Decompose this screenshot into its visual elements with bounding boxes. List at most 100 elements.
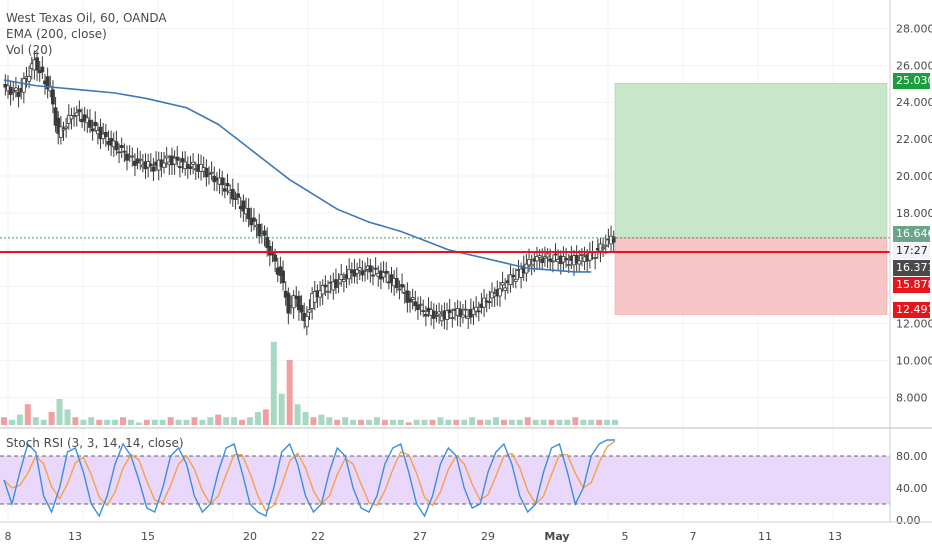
volume-bar — [429, 419, 436, 425]
candle-body — [601, 247, 605, 250]
candle-body — [498, 288, 502, 297]
volume-bar — [96, 419, 103, 425]
candle-body — [27, 76, 32, 82]
ema-label[interactable]: EMA (200, close) — [6, 27, 107, 41]
volume-bar — [381, 419, 388, 425]
candle-body — [355, 269, 360, 274]
candle-body — [543, 256, 547, 259]
volume-bar — [8, 419, 15, 425]
candle-body — [257, 223, 262, 237]
candle-body — [513, 278, 518, 282]
candle-body — [281, 270, 285, 284]
stoch-tick-label: 0.00 — [896, 514, 921, 527]
time-tick-label: 5 — [622, 530, 629, 543]
volume-bar — [596, 419, 603, 425]
price-tick-label: 20.000 — [896, 170, 932, 183]
volume-bar — [32, 417, 39, 425]
candle-body — [357, 267, 362, 271]
time-tick-label: 13 — [828, 530, 842, 543]
candle-body — [51, 89, 55, 105]
candle-body — [45, 76, 50, 90]
candle-body — [53, 107, 58, 126]
volume-bar — [508, 419, 515, 425]
candle-body — [297, 295, 301, 311]
candle-body — [209, 171, 214, 174]
volume-bar — [191, 417, 198, 425]
volume-bar — [405, 422, 412, 425]
volume-bar — [461, 419, 468, 425]
volume-bar — [580, 419, 587, 425]
volume-bar — [326, 417, 333, 425]
volume-bar — [64, 409, 71, 425]
price-tick-label: 18.000 — [896, 207, 932, 220]
candle-body — [373, 267, 378, 270]
candle-body — [98, 126, 103, 140]
entry-price-tag: 16.646 — [893, 226, 932, 242]
volume-bar — [604, 419, 611, 425]
volume-bar — [167, 417, 174, 425]
volume-bar — [120, 417, 127, 425]
candle-body — [580, 254, 584, 256]
candle-body — [236, 193, 240, 198]
candle-body — [394, 278, 399, 288]
price-tick-label: 12.000 — [896, 318, 932, 331]
time-tick-label: 8 — [5, 530, 12, 543]
candle-body — [138, 158, 143, 161]
price-tick-label: 24.000 — [896, 96, 932, 109]
volume-bar — [437, 417, 444, 425]
volume-bar — [215, 414, 222, 425]
candle-body — [11, 90, 16, 93]
stoch-tick-label: 40.00 — [896, 482, 928, 495]
time-tick-label: 15 — [141, 530, 155, 543]
volume-bar — [612, 419, 618, 425]
volume-bar — [88, 417, 95, 425]
candle-body — [40, 66, 45, 73]
candle-body — [291, 295, 296, 309]
candle-body — [447, 309, 452, 314]
candle-body — [371, 274, 375, 277]
time-tick-label: 7 — [690, 530, 697, 543]
candle-body — [400, 284, 404, 288]
volume-bar — [127, 419, 134, 425]
volume-bar — [143, 419, 150, 425]
volume-bar — [342, 417, 349, 425]
candle-body — [180, 158, 185, 163]
candle-body — [577, 260, 582, 265]
volume-bar — [231, 417, 238, 425]
volume-bar — [556, 419, 563, 425]
stoch-rsi-label[interactable]: Stoch RSI (3, 3, 14, 14, close) — [6, 436, 184, 450]
candle-body — [463, 308, 468, 311]
candle-body — [363, 269, 367, 272]
candle-body — [397, 288, 402, 291]
candle-body — [336, 282, 341, 285]
candle-body — [458, 308, 463, 317]
candle-body — [410, 297, 415, 300]
volume-bar — [270, 341, 277, 425]
candle-body — [230, 188, 235, 200]
volume-bar — [453, 419, 460, 425]
volume-bar — [389, 419, 396, 425]
candle-body — [241, 200, 246, 212]
candle-body — [69, 115, 74, 120]
candle-body — [262, 230, 267, 236]
volume-bar — [516, 419, 523, 425]
volume-bar — [135, 422, 142, 425]
candle-body — [508, 274, 513, 286]
candle-body — [423, 313, 428, 317]
profit-zone — [614, 82, 888, 239]
chart-legend: West Texas Oil, 60, OANDA EMA (200, clos… — [6, 10, 167, 58]
symbol-label[interactable]: West Texas Oil, 60, OANDA — [6, 11, 167, 25]
volume-bar — [159, 419, 166, 425]
candle-body — [204, 167, 209, 178]
price-tick-label: 10.000 — [896, 354, 932, 367]
candle-body — [461, 314, 465, 318]
volume-bar — [413, 419, 420, 425]
candle-body — [548, 258, 553, 262]
candle-body — [413, 301, 418, 307]
candle-body — [535, 256, 539, 262]
candle-body — [368, 265, 373, 273]
volume-label[interactable]: Vol (20) — [6, 43, 53, 57]
volume-bar — [112, 419, 119, 425]
countdown-tag: 17:27 — [893, 243, 930, 259]
